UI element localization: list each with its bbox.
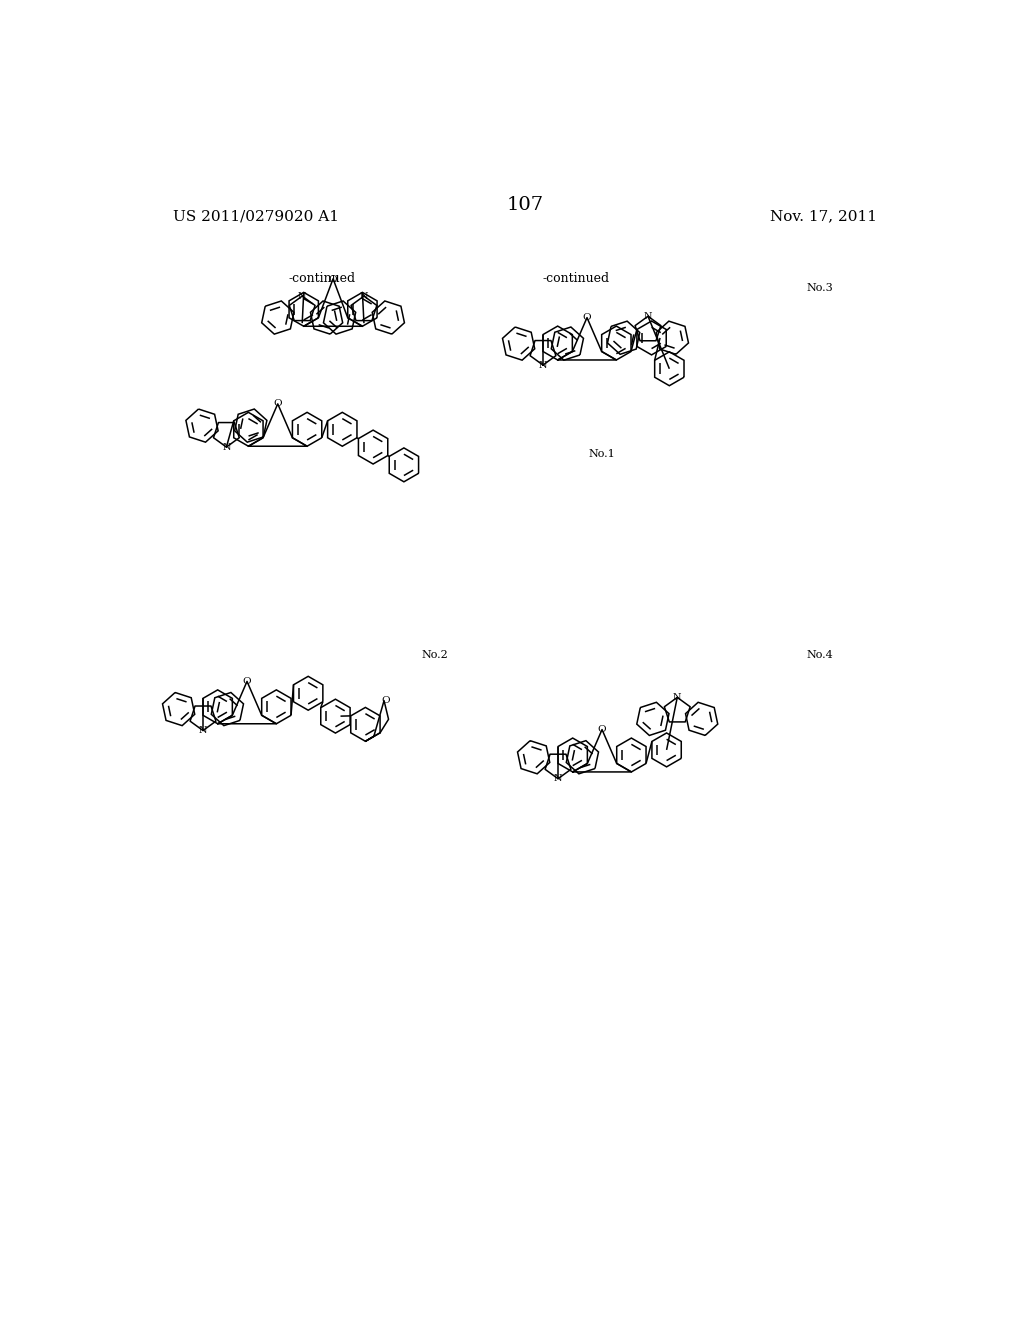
Text: O: O <box>598 725 606 734</box>
Text: N: N <box>199 726 207 735</box>
Text: O: O <box>329 275 337 284</box>
Text: Nov. 17, 2011: Nov. 17, 2011 <box>770 209 877 223</box>
Text: N: N <box>359 292 369 301</box>
Text: No.2: No.2 <box>422 649 449 660</box>
Text: No.1: No.1 <box>589 449 615 459</box>
Text: N: N <box>539 360 547 370</box>
Text: N: N <box>298 292 306 301</box>
Text: -continued: -continued <box>289 272 355 285</box>
Text: -continued: -continued <box>543 272 609 285</box>
Text: N: N <box>554 775 562 783</box>
Text: O: O <box>273 400 282 408</box>
Text: N: N <box>644 312 652 321</box>
Text: US 2011/0279020 A1: US 2011/0279020 A1 <box>173 209 339 223</box>
Text: No.3: No.3 <box>807 284 834 293</box>
Text: O: O <box>381 696 390 705</box>
Text: N: N <box>673 693 682 702</box>
Text: O: O <box>243 677 251 686</box>
Text: O: O <box>583 313 591 322</box>
Text: No.4: No.4 <box>807 649 834 660</box>
Text: N: N <box>222 442 230 451</box>
Text: 107: 107 <box>506 195 544 214</box>
